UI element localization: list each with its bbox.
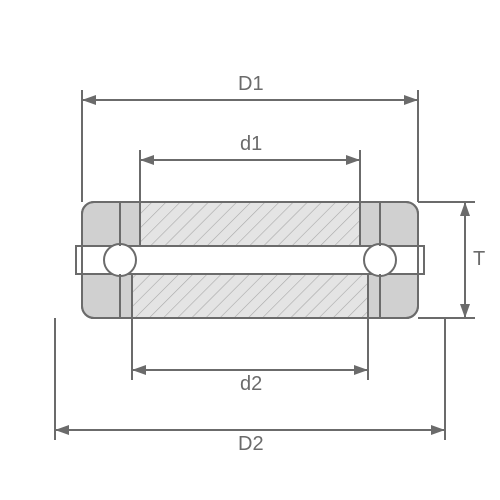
label-D2: D2 — [238, 433, 264, 456]
label-T: T — [473, 248, 485, 271]
label-d1: d1 — [240, 133, 262, 156]
label-D1: D1 — [238, 73, 264, 96]
diagram-stage: D1 d1 d2 D2 T — [0, 0, 500, 500]
label-d2: d2 — [240, 373, 262, 396]
